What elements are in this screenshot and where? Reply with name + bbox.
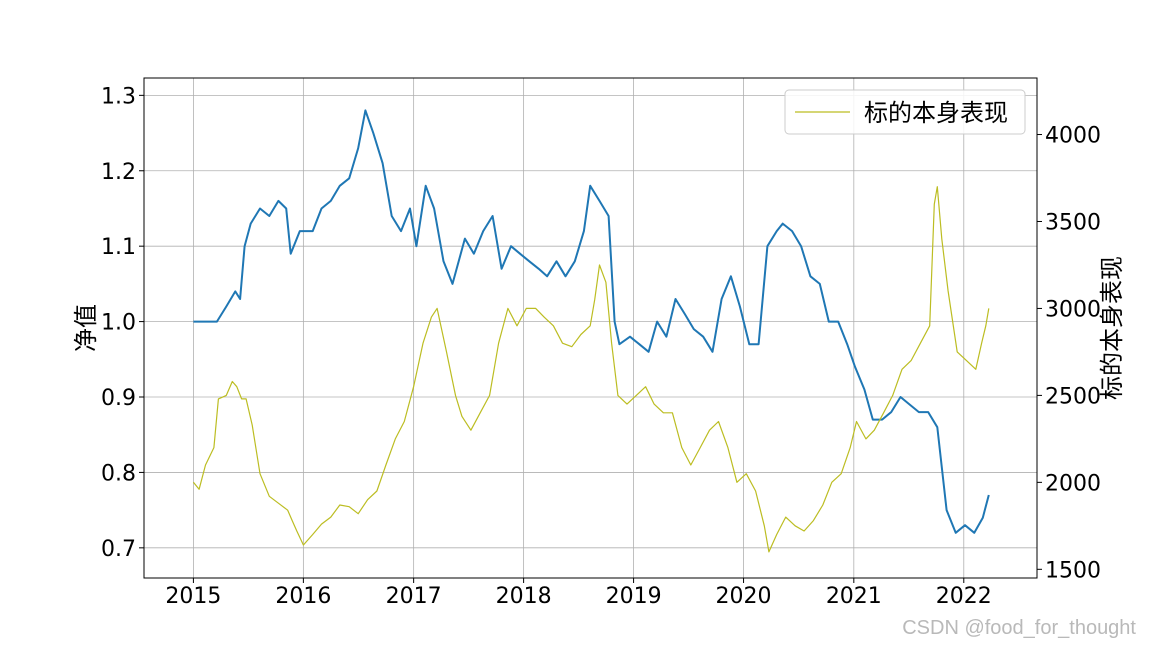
- y-tick-label: 0.9: [101, 386, 136, 411]
- y-tick-label: 0.8: [101, 461, 136, 486]
- y2-tick-label: 1500: [1045, 558, 1101, 583]
- y2-tick-label: 2000: [1045, 471, 1101, 496]
- series-line-net-value: [193, 109, 990, 534]
- y-axis-label: 净值: [72, 304, 100, 352]
- y-tick-label: 1.3: [101, 84, 136, 109]
- legend-frame: [784, 89, 1026, 135]
- y-tick-label: 0.7: [101, 537, 136, 562]
- legend-entry-underlying: 标的本身表现: [864, 99, 1008, 127]
- y-tick-label: 1.2: [101, 160, 136, 185]
- y-tick-label: 1.1: [101, 235, 136, 260]
- y-tick-label: 1.0: [101, 311, 136, 336]
- x-tick-label: 2017: [386, 584, 442, 609]
- y2-tick-label: 4000: [1045, 124, 1101, 149]
- y2-axis-ticks: 1500 2000 2500 3000 3500 4000: [1037, 124, 1101, 583]
- y2-axis-label: 标的本身表现: [1098, 256, 1126, 400]
- x-tick-label: 2019: [606, 584, 662, 609]
- x-tick-label: 2020: [716, 584, 772, 609]
- x-tick-label: 2018: [496, 584, 552, 609]
- series-underlying: [192, 186, 990, 553]
- x-tick-label: 2021: [826, 584, 882, 609]
- x-tick-label: 2015: [165, 584, 221, 609]
- axes: [143, 77, 1038, 579]
- x-axis-ticks: 2015 2016 2017 2018 2019 2020 2021 2022: [165, 578, 992, 609]
- y-axis-ticks: 0.7 0.8 0.9 1.0 1.1 1.2 1.3: [101, 84, 144, 562]
- x-tick-label: 2022: [936, 584, 992, 609]
- y2-tick-label: 3000: [1045, 297, 1101, 322]
- grid-lines: [144, 78, 1037, 578]
- legend: 标的本身表现: [784, 89, 1026, 135]
- y2-tick-label: 3500: [1045, 210, 1101, 235]
- series-line-underlying: [192, 186, 990, 553]
- plot-frame: [143, 77, 1038, 579]
- x-tick-label: 2016: [275, 584, 331, 609]
- watermark: CSDN @food_for_thought: [902, 617, 1136, 639]
- y2-tick-label: 2500: [1045, 384, 1101, 409]
- series-net-value: [193, 109, 990, 534]
